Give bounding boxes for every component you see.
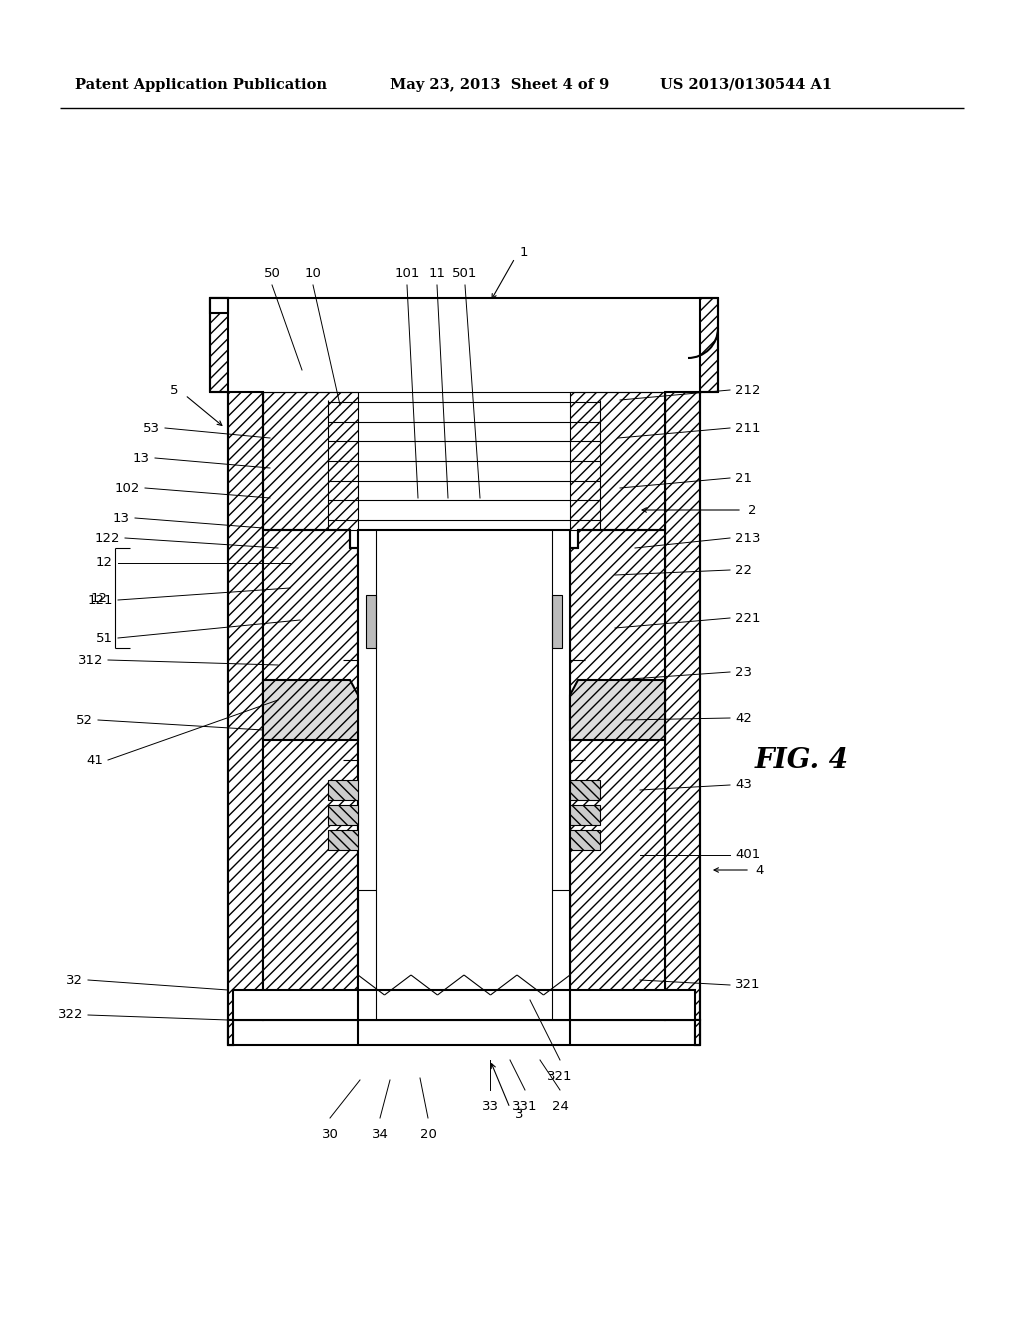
Text: 13: 13	[113, 511, 130, 524]
Polygon shape	[328, 805, 358, 825]
Text: 2: 2	[748, 503, 757, 516]
Polygon shape	[210, 298, 228, 313]
Bar	[358, 531, 570, 1020]
Polygon shape	[228, 990, 700, 1045]
Polygon shape	[570, 392, 665, 531]
Polygon shape	[210, 298, 228, 392]
Text: 213: 213	[735, 532, 761, 544]
Text: 20: 20	[420, 1129, 436, 1140]
Text: 13: 13	[133, 451, 150, 465]
Text: 23: 23	[735, 665, 752, 678]
Bar	[366, 595, 376, 648]
Bar	[552, 595, 562, 648]
Text: 33: 33	[481, 1100, 499, 1113]
Text: 5: 5	[170, 384, 178, 396]
Text: 51: 51	[96, 631, 113, 644]
Polygon shape	[570, 830, 600, 850]
Text: 122: 122	[94, 532, 120, 544]
Text: 24: 24	[552, 1100, 568, 1113]
Polygon shape	[310, 548, 338, 583]
Text: 4: 4	[755, 863, 763, 876]
Text: 321: 321	[547, 1071, 572, 1082]
Text: 10: 10	[304, 267, 322, 280]
Text: 3: 3	[515, 1109, 523, 1122]
Text: 21: 21	[735, 471, 752, 484]
Text: 121: 121	[87, 594, 113, 606]
Text: 41: 41	[86, 754, 103, 767]
Text: 52: 52	[76, 714, 93, 726]
Text: 101: 101	[394, 267, 420, 280]
Polygon shape	[637, 548, 665, 583]
Text: 312: 312	[78, 653, 103, 667]
Text: 34: 34	[372, 1129, 388, 1140]
Polygon shape	[695, 1020, 700, 1045]
Text: 221: 221	[735, 611, 761, 624]
Text: 212: 212	[735, 384, 761, 396]
Polygon shape	[328, 830, 358, 850]
Polygon shape	[228, 392, 263, 1020]
Text: 43: 43	[735, 779, 752, 792]
Polygon shape	[570, 531, 665, 1020]
Text: 501: 501	[453, 267, 477, 280]
Text: 11: 11	[428, 267, 445, 280]
Polygon shape	[570, 680, 665, 741]
Text: 30: 30	[322, 1129, 339, 1140]
Text: 32: 32	[66, 974, 83, 986]
Polygon shape	[263, 531, 358, 1020]
Text: May 23, 2013  Sheet 4 of 9: May 23, 2013 Sheet 4 of 9	[390, 78, 609, 92]
Text: FIG. 4: FIG. 4	[755, 747, 849, 774]
Text: 401: 401	[735, 849, 760, 862]
Polygon shape	[263, 680, 358, 741]
Text: 1: 1	[520, 246, 528, 259]
Text: US 2013/0130544 A1: US 2013/0130544 A1	[660, 78, 833, 92]
Text: 211: 211	[735, 421, 761, 434]
Text: 331: 331	[512, 1100, 538, 1113]
Polygon shape	[263, 392, 358, 531]
Text: 102: 102	[115, 482, 140, 495]
Polygon shape	[228, 1020, 233, 1045]
Polygon shape	[570, 805, 600, 825]
Polygon shape	[637, 533, 665, 556]
Text: 50: 50	[263, 267, 281, 280]
Text: 42: 42	[735, 711, 752, 725]
Text: 321: 321	[735, 978, 761, 991]
Text: 53: 53	[143, 421, 160, 434]
Polygon shape	[570, 780, 600, 800]
Text: 22: 22	[735, 564, 752, 577]
Polygon shape	[665, 392, 700, 1020]
Polygon shape	[700, 298, 718, 392]
Text: 322: 322	[57, 1008, 83, 1022]
Text: 12: 12	[96, 557, 113, 569]
Text: 12: 12	[91, 591, 108, 605]
Polygon shape	[308, 533, 338, 556]
Polygon shape	[328, 780, 358, 800]
Text: Patent Application Publication: Patent Application Publication	[75, 78, 327, 92]
